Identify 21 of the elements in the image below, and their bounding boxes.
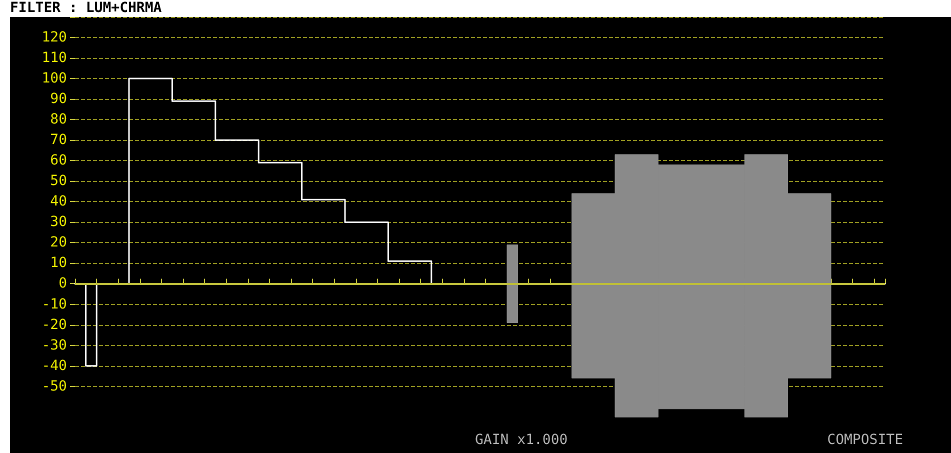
y-tick-label: 10 — [50, 255, 67, 272]
y-tick-label: 40 — [50, 194, 67, 210]
y-tick-label: 90 — [50, 91, 67, 108]
annotation: COMPOSITE — [827, 432, 903, 448]
y-tick-label: 60 — [50, 152, 67, 169]
y-tick-label: -20 — [42, 316, 67, 333]
y-tick-label: 0 — [58, 276, 67, 292]
y-tick-label: -40 — [42, 358, 67, 374]
y-tick-label: 120 — [42, 30, 67, 46]
y-tick-label: 30 — [50, 214, 67, 230]
y-tick-label: 110 — [42, 50, 67, 66]
y-tick-label: 70 — [50, 132, 67, 148]
y-tick-label: -10 — [42, 296, 67, 312]
annotation: GAIN x1.000 — [475, 432, 568, 448]
y-tick-label: 50 — [50, 173, 67, 190]
y-tick-label: 20 — [50, 234, 67, 251]
y-tick-label: 100 — [42, 70, 67, 87]
y-tick-label: -30 — [42, 337, 67, 354]
y-tick-label: 80 — [50, 112, 67, 128]
y-tick-label: -50 — [42, 378, 67, 394]
chart-title: FILTER : LUM+CHRMA — [10, 0, 162, 16]
